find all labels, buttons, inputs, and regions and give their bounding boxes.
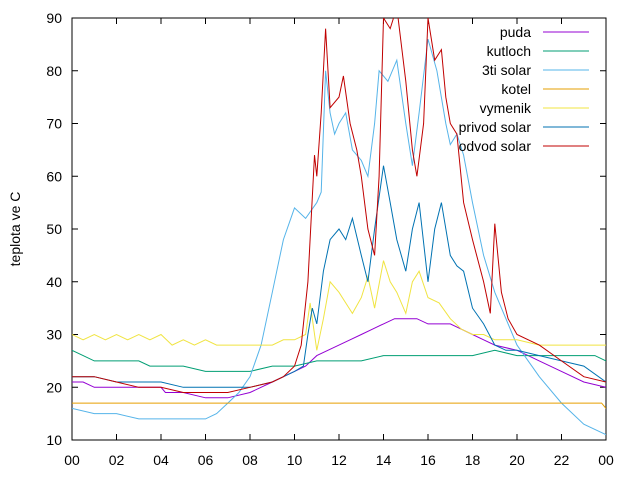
legend-label: kutloch — [487, 43, 531, 59]
legend-label: kotel — [501, 81, 531, 97]
y-tick-label: 70 — [46, 116, 62, 132]
x-tick-label: 00 — [598, 452, 614, 468]
legend-label: vymenik — [480, 100, 532, 116]
x-tick-label: 18 — [465, 452, 481, 468]
x-tick-label: 12 — [331, 452, 347, 468]
y-tick-label: 10 — [46, 432, 62, 448]
y-axis-label: teplota ve C — [7, 192, 23, 267]
legend-label: puda — [500, 24, 531, 40]
series-line-odvod-solar — [72, 18, 606, 393]
x-tick-label: 00 — [64, 452, 80, 468]
series-line-vymenik — [72, 260, 606, 351]
series-line-3ti-solar — [72, 38, 606, 436]
x-tick-label: 16 — [420, 452, 436, 468]
y-tick-label: 60 — [46, 168, 62, 184]
y-tick-label: 90 — [46, 10, 62, 26]
x-tick-label: 04 — [153, 452, 169, 468]
x-tick-label: 06 — [198, 452, 214, 468]
series-line-kutloch — [72, 349, 606, 372]
x-tick-label: 14 — [376, 452, 392, 468]
y-tick-label: 20 — [46, 379, 62, 395]
x-tick-label: 22 — [554, 452, 570, 468]
x-tick-label: 20 — [509, 452, 525, 468]
x-tick-label: 08 — [242, 452, 258, 468]
y-tick-label: 30 — [46, 327, 62, 343]
series-line-kotel — [72, 402, 606, 409]
y-tick-label: 40 — [46, 274, 62, 290]
x-tick-label: 10 — [287, 452, 303, 468]
x-tick-label: 02 — [109, 452, 125, 468]
legend-label: 3ti solar — [482, 62, 531, 78]
legend-label: privod solar — [459, 119, 532, 135]
series-line-privod-solar — [72, 165, 606, 388]
y-tick-label: 80 — [46, 63, 62, 79]
legend-label: odvod solar — [459, 138, 532, 154]
y-tick-label: 50 — [46, 221, 62, 237]
